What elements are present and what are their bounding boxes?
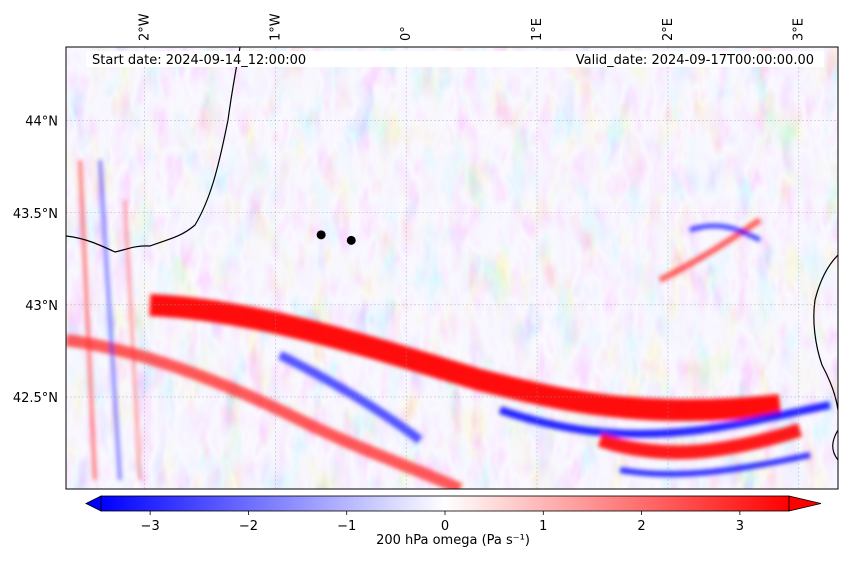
coastline-east-2 bbox=[832, 429, 838, 461]
colorbar-tick-label: −1 bbox=[337, 519, 356, 534]
colorbar-tick-label: 3 bbox=[736, 519, 744, 534]
lat-label: 44°N bbox=[25, 115, 58, 130]
start-date-label: Start date: 2024-09-14_12:00:00 bbox=[92, 53, 306, 68]
colorbar-extend-low bbox=[85, 495, 102, 512]
colorbar-tick-label: 1 bbox=[539, 519, 547, 534]
gridlines bbox=[66, 47, 838, 489]
colorbar-tick-label: −3 bbox=[141, 519, 160, 534]
longitude-labels: 2°W 1°W 0° 1°E 2°E 3°E bbox=[138, 13, 807, 41]
colorbar-tick-label: −2 bbox=[239, 519, 258, 534]
lon-label: 1°W bbox=[268, 13, 283, 41]
lat-label: 42.5°N bbox=[13, 391, 58, 406]
omega-bands bbox=[66, 159, 831, 489]
lon-label: 2°W bbox=[138, 13, 153, 41]
latitude-labels: 44°N 43.5°N 43°N 42.5°N bbox=[13, 115, 58, 406]
lon-label: 0° bbox=[399, 26, 414, 41]
lon-label: 3°E bbox=[792, 18, 807, 41]
lat-label: 43.5°N bbox=[13, 207, 58, 222]
colorbar: −3 −2 −1 0 1 2 3 200 hPa omega (Pa s⁻¹) bbox=[85, 495, 822, 548]
header-band bbox=[86, 51, 824, 67]
valid-date-label: Valid_date: 2024-09-17T00:00:00.00 bbox=[576, 53, 814, 68]
colorbar-label: 200 hPa omega (Pa s⁻¹) bbox=[376, 533, 530, 548]
marker-point-2 bbox=[346, 235, 356, 245]
colorbar-ticks: −3 −2 −1 0 1 2 3 bbox=[141, 511, 744, 534]
coastline-east bbox=[813, 254, 838, 411]
lat-label: 43°N bbox=[25, 299, 58, 314]
map-frame bbox=[65, 46, 839, 490]
colorbar-extend-high bbox=[788, 495, 822, 512]
colorbar-tick-label: 0 bbox=[441, 519, 449, 534]
omega-field bbox=[66, 47, 838, 489]
coastline-west bbox=[66, 47, 241, 253]
marker-point-1 bbox=[316, 230, 326, 240]
location-markers bbox=[316, 230, 356, 245]
colorbar-tick-label: 2 bbox=[637, 519, 645, 534]
lon-label: 2°E bbox=[661, 18, 676, 41]
lon-label: 1°E bbox=[530, 18, 545, 41]
colorbar-gradient bbox=[101, 496, 789, 511]
